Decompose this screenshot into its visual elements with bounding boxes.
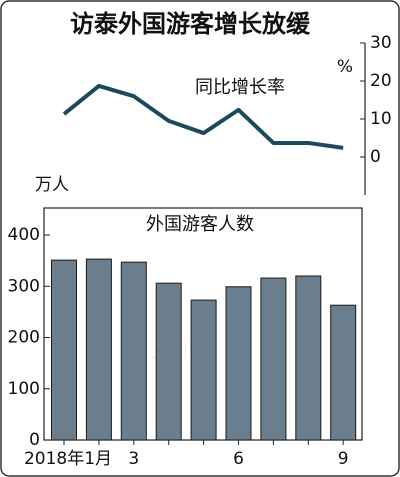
x-tick-label: 2018年1月 [24, 449, 112, 469]
y-tick-label: 30 [370, 33, 392, 53]
unit-label: 万人 [35, 175, 69, 195]
x-tick-label: 9 [338, 449, 349, 469]
bar [120, 261, 147, 441]
x-tick-label: 6 [233, 449, 244, 469]
bar [330, 304, 357, 441]
x-tick-label: 3 [128, 449, 139, 469]
y-tick-label: 20 [370, 71, 392, 91]
bar [260, 277, 287, 441]
bar [85, 258, 112, 441]
y-tick-label: 100 [8, 379, 40, 399]
y-tick-label: 10 [370, 109, 392, 129]
y-tick-label: 0 [29, 430, 40, 450]
y-tick-label: 400 [8, 225, 40, 245]
y-tick-label: 0 [370, 147, 381, 167]
bar [190, 299, 217, 441]
y-tick-label: 300 [8, 276, 40, 296]
bar [295, 275, 322, 441]
bar [51, 259, 77, 441]
bar-title: 外国游客人数 [146, 214, 254, 235]
line [62, 83, 344, 150]
chart-title: 访泰外国游客增长放缓 [70, 10, 311, 38]
line-title: 同比增长率 [195, 77, 285, 98]
bar [155, 282, 182, 441]
unit-label: % [337, 57, 353, 77]
y-tick-label: 200 [8, 328, 40, 348]
bar [225, 286, 252, 441]
